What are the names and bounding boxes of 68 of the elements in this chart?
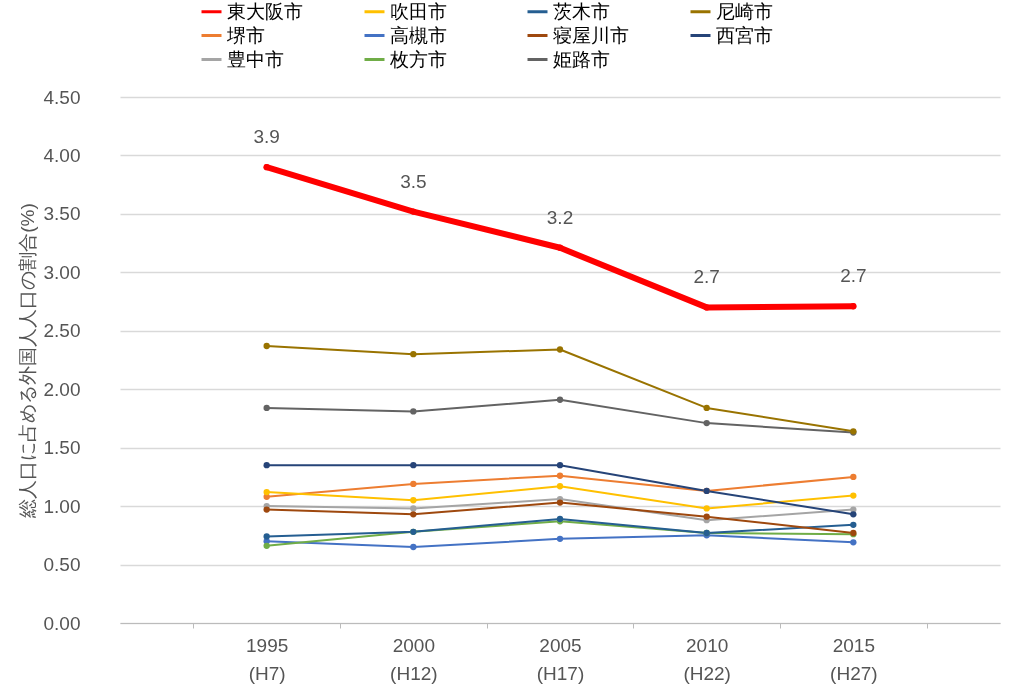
point: [263, 342, 270, 350]
point: [263, 542, 270, 550]
data-label: 2.7: [840, 265, 867, 287]
point: [703, 404, 710, 412]
y-tick-label: 1.00: [43, 495, 81, 517]
point: [410, 543, 417, 551]
legend-label: 姫路市: [553, 48, 610, 70]
legend-label: 東大阪市: [227, 0, 303, 22]
x-tick-label: 1995 (H7): [246, 634, 289, 684]
x-tick-label: 2015 (H27): [830, 634, 878, 684]
point: [850, 521, 857, 528]
point: [263, 163, 270, 171]
x-tick-label: 2010 (H22): [683, 634, 731, 684]
point: [703, 304, 710, 311]
point: [556, 244, 564, 251]
point: [410, 408, 417, 415]
point: [263, 488, 270, 496]
point: [703, 419, 710, 427]
y-tick-label: 0.50: [43, 554, 81, 576]
y-tick-label: 0.00: [43, 612, 81, 634]
point: [556, 483, 564, 490]
point: [850, 539, 857, 546]
point: [263, 462, 270, 469]
legend-label: 吹田市: [390, 0, 447, 22]
point: [556, 472, 564, 479]
point: [263, 404, 270, 412]
legend-label: 豊中市: [227, 48, 284, 70]
point: [410, 462, 417, 469]
y-axis-title: 総人口に占める外国人人口の割合(%): [16, 203, 38, 519]
legend-label: 茨木市: [553, 0, 610, 22]
y-tick-label: 2.50: [43, 320, 81, 342]
x-tick-label: 2005 (H17): [536, 634, 585, 684]
point: [410, 511, 417, 518]
point: [850, 473, 857, 481]
legend-label: 尼崎市: [716, 0, 773, 22]
point: [556, 346, 564, 353]
legend-label: 堺市: [226, 24, 265, 46]
point: [703, 513, 710, 520]
point: [556, 396, 564, 403]
y-tick-label: 2.00: [43, 378, 81, 400]
data-label: 3.9: [253, 126, 280, 148]
point: [263, 533, 270, 540]
legend-label: 高槻市: [390, 24, 447, 46]
point: [410, 497, 417, 504]
point: [263, 506, 270, 513]
data-label: 3.2: [546, 206, 574, 228]
y-tick-label: 1.50: [43, 437, 81, 459]
y-tick-label: 3.50: [43, 203, 81, 225]
y-tick-label: 4.00: [43, 144, 81, 166]
data-label: 2.7: [693, 266, 720, 288]
y-tick-label: 4.50: [43, 86, 81, 108]
point: [556, 462, 564, 469]
point: [410, 505, 417, 512]
point: [556, 499, 564, 506]
data-label: 3.5: [400, 170, 427, 192]
x-tick-label: 2000 (H12): [390, 634, 438, 684]
point: [410, 208, 417, 215]
y-tick-label: 3.00: [43, 261, 81, 283]
point: [850, 492, 857, 499]
point: [850, 511, 857, 518]
point: [850, 303, 857, 310]
legend-label: 西宮市: [716, 24, 773, 46]
legend-label: 枚方市: [389, 48, 447, 70]
point: [410, 351, 417, 358]
legend-label: 寝屋川市: [553, 24, 629, 46]
point: [556, 535, 564, 542]
point: [410, 480, 417, 488]
point: [703, 505, 710, 512]
